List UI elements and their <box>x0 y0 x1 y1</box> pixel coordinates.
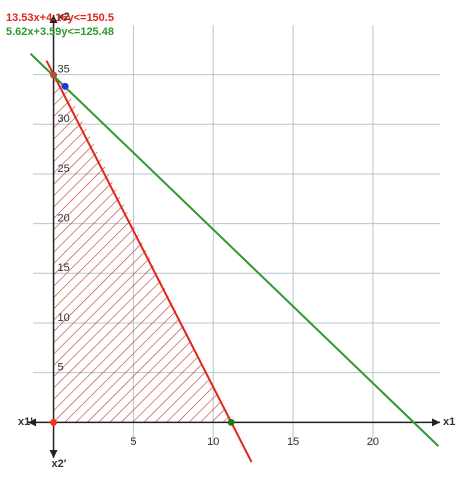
x-tick-label: 10 <box>207 436 219 448</box>
x-tick-label: 5 <box>130 436 136 448</box>
x-tick-label: 20 <box>367 436 379 448</box>
y-tick-label: 10 <box>58 312 70 324</box>
y-tick-label: 20 <box>58 213 70 225</box>
y-neg-arrow <box>49 450 58 458</box>
axis-label: x1' <box>18 416 33 428</box>
vertex-point <box>50 71 58 79</box>
y-tick-label: 5 <box>58 362 64 374</box>
vertex-point <box>61 82 69 90</box>
y-tick-label: 25 <box>58 163 70 175</box>
axis-label: x2' <box>52 458 67 470</box>
constraint-line <box>29 53 440 447</box>
axis-label: x1 <box>443 416 455 428</box>
x-tick-label: 15 <box>287 436 299 448</box>
legend-entry: 13.53x+4.16y<=150.5 <box>6 12 114 24</box>
x-arrow <box>432 418 440 427</box>
constraint-line <box>45 60 253 463</box>
axis-label: x2 <box>58 11 70 23</box>
y-arrow <box>49 15 58 23</box>
legend-entry: 5.62x+3.59y<=125.48 <box>6 26 114 38</box>
x-neg-arrow <box>28 418 36 427</box>
y-tick-label: 15 <box>58 262 70 274</box>
y-tick-label: 35 <box>58 64 70 76</box>
y-tick-label: 30 <box>58 113 70 125</box>
vertex-point <box>227 418 235 426</box>
vertex-point <box>50 418 58 426</box>
